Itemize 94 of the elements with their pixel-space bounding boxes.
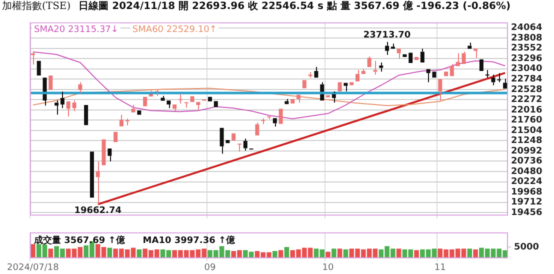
candlestick xyxy=(119,114,124,126)
x-tick-label: 10 xyxy=(322,262,334,273)
y-tick-label: 24064 xyxy=(511,23,542,34)
candlestick xyxy=(503,78,508,89)
candlestick xyxy=(143,96,148,106)
y-tick-label: 20736 xyxy=(511,156,542,167)
candlestick xyxy=(36,60,41,76)
y-tick-label: 19968 xyxy=(511,187,542,198)
candlestick xyxy=(367,56,372,68)
candlestick xyxy=(278,108,283,124)
candlestick xyxy=(90,152,94,198)
y-tick-label: 22784 xyxy=(511,74,542,84)
candlestick xyxy=(190,96,194,102)
y-tick-label: 19456 xyxy=(511,208,542,218)
candlestick xyxy=(238,144,242,152)
y-tick-label: 21760 xyxy=(511,116,542,126)
candlestick xyxy=(272,118,277,128)
candlestick xyxy=(356,70,360,82)
x-tick-label: 09 xyxy=(204,262,216,273)
annotation: 19662.74 xyxy=(74,206,122,216)
y-tick-label: 23296 xyxy=(511,54,542,64)
candlestick xyxy=(255,122,260,136)
candlestick xyxy=(402,54,407,57)
candlestick xyxy=(125,118,130,126)
text: SMA60 22529.10↑ xyxy=(132,25,217,36)
candlestick xyxy=(96,160,100,205)
candlestick xyxy=(302,80,306,88)
candlestick xyxy=(379,62,384,72)
candlestick xyxy=(284,98,289,104)
candlestick xyxy=(338,82,342,92)
candlestick xyxy=(267,116,271,120)
candlestick xyxy=(66,101,70,117)
candlestick xyxy=(479,59,484,71)
candlestick xyxy=(485,70,490,78)
candlestick xyxy=(314,66,318,78)
candlestick xyxy=(261,118,266,125)
candlestick xyxy=(48,76,53,90)
candlestick xyxy=(396,48,401,60)
candlestick xyxy=(438,79,442,101)
candlestick xyxy=(361,68,366,74)
candlestick xyxy=(108,148,112,162)
candlestick xyxy=(54,100,59,116)
candlestick xyxy=(214,101,218,108)
candlestick xyxy=(84,105,88,126)
candlestick xyxy=(72,100,76,112)
candlestick xyxy=(137,110,142,115)
candlestick xyxy=(232,133,236,141)
chart-subtitle: 日線圖 2024/11/18 開 22693.96 收 22546.54 s 點 量 3567.69 億 -196.23 (-0.86%) xyxy=(78,1,511,12)
candlestick xyxy=(243,138,248,152)
candlestick xyxy=(78,82,82,94)
candlestick xyxy=(308,72,312,78)
y-tick-label: 22528 xyxy=(511,84,542,95)
candlestick xyxy=(208,96,212,102)
candlestick xyxy=(350,82,354,86)
candlestick xyxy=(444,72,448,76)
y-tick-label: 23552 xyxy=(511,44,542,54)
chart-title: 加權指數(TSE) xyxy=(2,1,71,12)
candlestick xyxy=(172,104,177,112)
annotation: 成交量 3567.69 ↑億 xyxy=(33,235,126,246)
candlestick xyxy=(131,104,136,112)
y-tick-label: 23040 xyxy=(511,64,542,74)
x-tick-label: 11 xyxy=(434,262,446,273)
candlestick xyxy=(385,41,390,56)
candlestick xyxy=(408,52,413,64)
bar xyxy=(332,248,336,258)
y-tick-label: 20480 xyxy=(511,166,542,177)
candlestick xyxy=(196,102,200,110)
x-tick-label: 2024/07/18 xyxy=(7,262,60,273)
candlestick xyxy=(414,56,419,60)
y-tick-label: 19712 xyxy=(511,198,542,208)
candlestick xyxy=(450,63,454,76)
candlestick xyxy=(344,82,348,92)
candlestick xyxy=(290,98,295,104)
bar xyxy=(414,250,419,258)
candlestick xyxy=(390,43,395,49)
candlestick xyxy=(296,94,300,104)
y-tick-label: 20224 xyxy=(511,177,542,188)
y-tick-label: 5000 xyxy=(514,242,540,252)
annotation: 23713.70 xyxy=(363,30,411,41)
candlestick xyxy=(114,132,118,142)
y-tick-label: 20992 xyxy=(511,146,542,156)
y-tick-label: 23808 xyxy=(511,33,542,44)
y-tick-label: 21248 xyxy=(511,136,542,146)
y-tick-label: 22016 xyxy=(511,105,542,116)
candlestick xyxy=(373,60,378,76)
y-tick-label: 21504 xyxy=(511,126,542,136)
candlestick xyxy=(468,42,472,49)
candlestick xyxy=(60,91,64,109)
candlestick xyxy=(184,102,188,108)
candlestick xyxy=(420,48,424,62)
y-tick-label: 22272 xyxy=(511,95,542,106)
annotation: MA10 3997.36 ↑億 xyxy=(142,235,236,246)
series-label: SMA20 23115.37↓ xyxy=(34,25,118,36)
candlestick xyxy=(474,48,478,58)
